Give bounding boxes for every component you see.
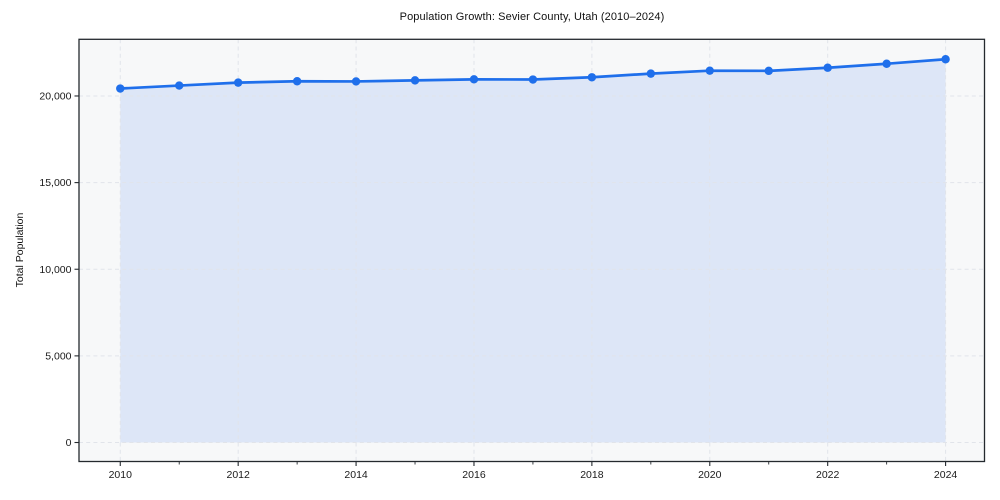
data-point (764, 66, 773, 76)
x-tick-label: 2010 (109, 469, 133, 481)
y-tick-label: 10,000 (39, 264, 71, 276)
data-point (351, 77, 361, 86)
y-tick-label: 0 (66, 437, 72, 449)
data-point (469, 75, 479, 84)
data-point (823, 63, 832, 72)
data-point (175, 81, 184, 90)
x-tick-label: 2022 (816, 469, 840, 481)
data-point (705, 66, 714, 75)
data-point (587, 73, 597, 82)
y-tick-label: 20,000 (39, 91, 71, 103)
plot-border (78, 38, 986, 463)
data-point (646, 69, 656, 78)
data-point (882, 59, 891, 68)
area-fill (120, 59, 946, 443)
x-tick-label: 2014 (344, 469, 368, 481)
y-tick-label: 15,000 (39, 177, 71, 189)
data-point (528, 75, 538, 84)
y-tick-label: 5,000 (45, 350, 71, 362)
plot-background (79, 39, 985, 462)
x-tick-label: 2016 (462, 469, 486, 481)
data-point (233, 78, 243, 87)
chart-title: Population Growth: Sevier County, Utah (… (399, 11, 665, 23)
x-tick-label: 2024 (934, 469, 958, 481)
data-point (941, 55, 950, 64)
x-tick-label: 2012 (226, 469, 250, 481)
x-tick-label: 2020 (698, 469, 722, 481)
data-point (410, 76, 420, 85)
data-point (292, 77, 302, 86)
x-tick-label: 2018 (580, 469, 604, 481)
data-point (116, 84, 125, 93)
